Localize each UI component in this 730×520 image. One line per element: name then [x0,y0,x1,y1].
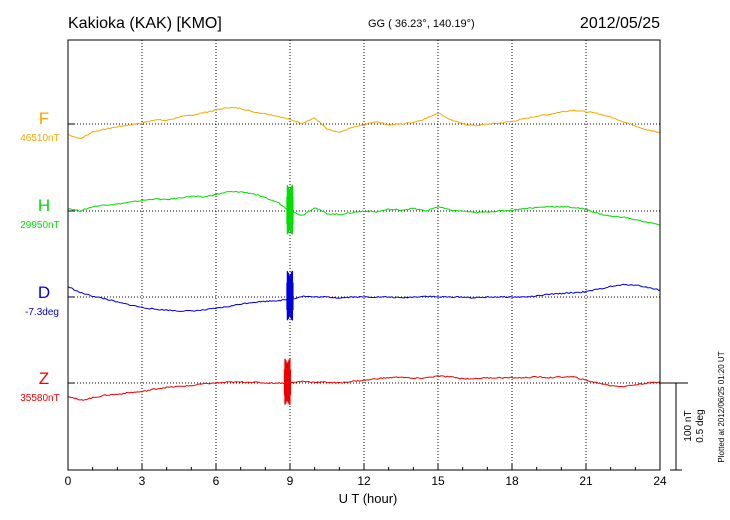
scale-bar-nt-label: 100 nT [683,410,694,441]
series-group [67,106,661,405]
x-tick-label: 21 [579,474,593,488]
series-f-line [67,106,661,140]
channel-d-label: D [38,283,50,302]
x-tick-label: 24 [653,474,667,488]
series-d-line [67,283,661,313]
x-axis-label: U T (hour) [339,491,398,506]
channel-f-baseline: 46510nT [20,133,59,144]
channel-z-label: Z [39,369,49,388]
series-h-disturbance [286,184,294,235]
station-title: Kakioka (KAK) [KMO] [68,15,222,32]
channel-f-label: F [39,109,49,128]
scale-bar-deg-label: 0.5 deg [695,409,706,442]
x-tick-label: 9 [287,474,294,488]
channel-d-baseline: -7.3deg [25,307,59,318]
channel-z-baseline: 35580nT [20,393,59,404]
x-tick-label: 12 [357,474,371,488]
channel-h-label: H [38,196,50,215]
channel-labels: F 46510nT H 29950nT D -7.3deg Z 35580nT [20,109,59,404]
date-label: 2012/05/25 [580,15,660,32]
scale-bar: 100 nT 0.5 deg [660,382,706,471]
series-z-disturbance [283,358,292,405]
plot-frame [67,39,661,471]
grid: 0 3 6 9 12 15 18 21 24 [65,40,667,488]
x-tick-label: 6 [213,474,220,488]
x-tick-label: 3 [139,474,146,488]
x-tick-label: 18 [505,474,519,488]
plotted-note: Plotted at 2012/06/25 01:20 UT [717,351,726,462]
coordinates-label: GG ( 36.23°, 140.19°) [368,18,475,30]
series-h-line [67,190,661,226]
series-d-disturbance [286,270,294,321]
x-tick-label: 0 [65,474,72,488]
channel-h-baseline: 29950nT [20,220,59,231]
series-z-line [67,375,661,401]
x-tick-label: 15 [431,474,445,488]
